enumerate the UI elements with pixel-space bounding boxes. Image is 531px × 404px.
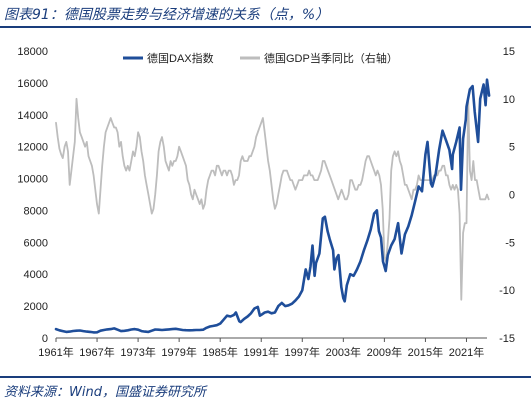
x-tick-label: 2009年 <box>367 345 402 359</box>
y-tick-label: 14000 <box>17 110 48 122</box>
y-tick-label: 0 <box>42 333 48 345</box>
y-tick-label: 18000 <box>17 46 48 58</box>
series-layer <box>54 78 491 334</box>
y-tick-label: 16000 <box>17 78 48 90</box>
x-tick-label: 1967年 <box>79 345 114 359</box>
y-tick-label: 12000 <box>17 142 48 154</box>
y2-tick-label: -5 <box>505 237 515 249</box>
y-tick-label: 4000 <box>24 269 48 281</box>
x-tick-label: 1961年 <box>38 345 73 359</box>
y2-tick-label: 5 <box>509 142 515 154</box>
legend: 德国DAX指数 德国GDP当季同比（右轴） <box>123 51 398 65</box>
y2-tick-label: 15 <box>503 46 515 58</box>
axes-layer: 0 2000 4000 6000 8000 10000 12000 14000 16000 180… <box>17 46 515 359</box>
y2-tick-label: -10 <box>499 285 515 297</box>
y-tick-label: 2000 <box>24 301 48 313</box>
y-tick-label: 10000 <box>17 174 48 186</box>
y-tick-label: 6000 <box>24 237 48 249</box>
figure-title: 图表91：德国股票走势与经济增速的关系（点，%） <box>4 7 330 23</box>
series-line-dax <box>54 78 491 334</box>
x-tick-label: 1979年 <box>161 345 196 359</box>
legend-label-dax: 德国DAX指数 <box>147 51 214 65</box>
source-note: 资料来源：Wind，国盛证券研究所 <box>4 385 206 400</box>
y2-tick-label: 0 <box>509 190 515 202</box>
x-tick-label: 2021年 <box>449 345 484 359</box>
y2-tick-label: 10 <box>503 94 515 106</box>
y2-tick-label: -15 <box>499 333 515 345</box>
x-tick-label: 2015年 <box>408 345 443 359</box>
x-tick-label: 1997年 <box>285 345 320 359</box>
title-rule <box>0 26 531 28</box>
x-tick-label: 1973年 <box>120 345 155 359</box>
legend-label-gdp: 德国GDP当季同比（右轴） <box>264 51 398 65</box>
series-line-gdp <box>55 97 490 301</box>
x-tick-label: 2003年 <box>326 345 361 359</box>
y-tick-label: 8000 <box>24 205 48 217</box>
source-rule <box>0 376 531 378</box>
x-tick-label: 1991年 <box>243 345 278 359</box>
x-tick-label: 1985年 <box>202 345 237 359</box>
